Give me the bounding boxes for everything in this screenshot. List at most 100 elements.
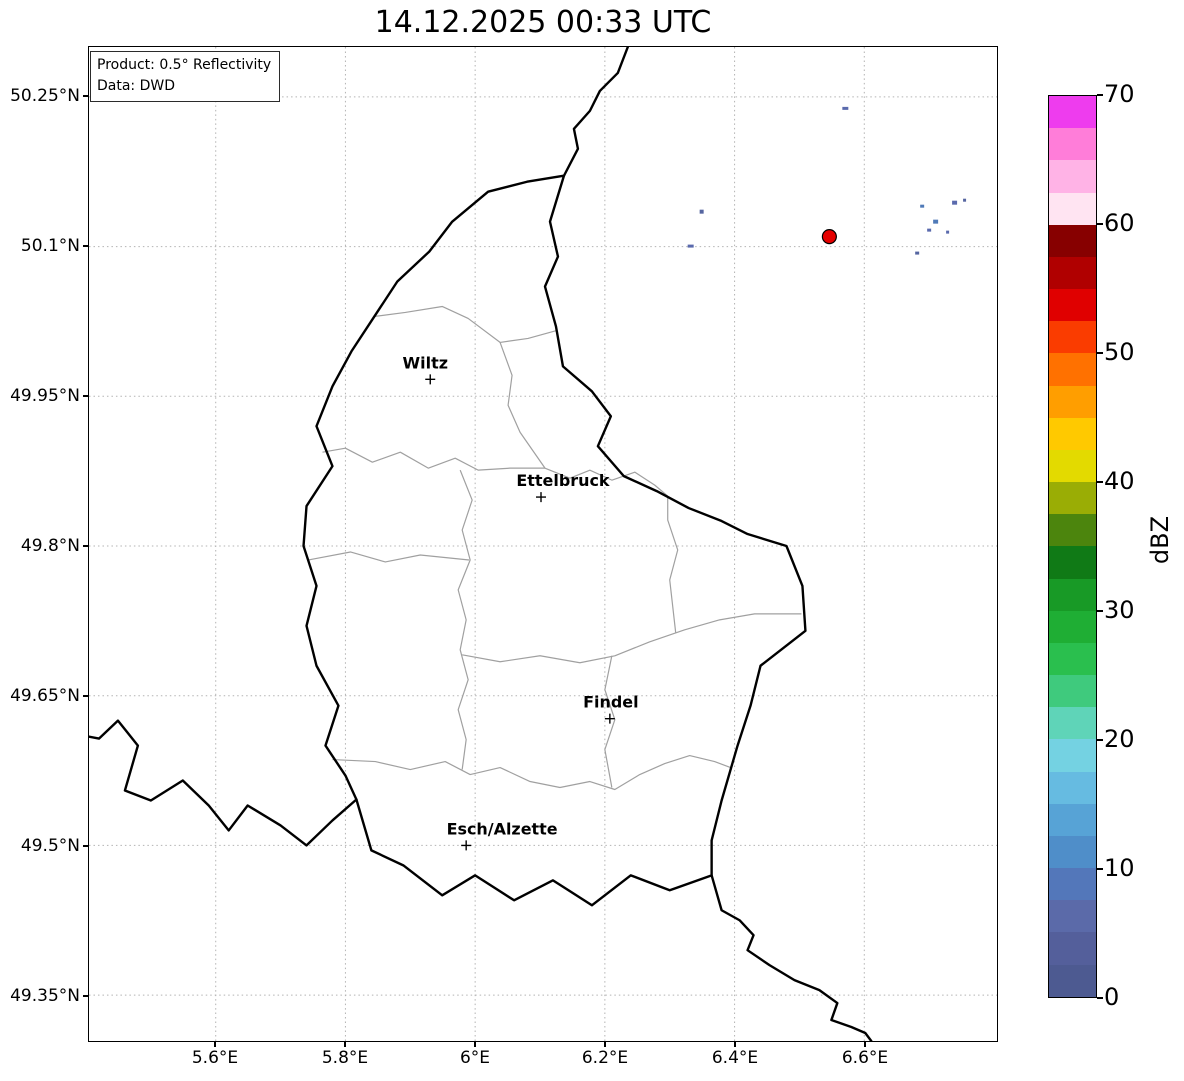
x-tick-label: 5.6°E: [191, 1048, 239, 1068]
colorbar-band: [1049, 192, 1096, 225]
district-border: [604, 655, 616, 788]
x-tick-label: 6.6°E: [841, 1048, 889, 1068]
city-marker: [536, 492, 546, 503]
info-product-line: Product: 0.5° Reflectivity: [97, 57, 272, 73]
colorbar-band: [1049, 642, 1096, 676]
radar-echo: [699, 209, 704, 214]
colorbar-tick-mark: [1097, 481, 1103, 483]
radar-echo: [952, 200, 958, 205]
y-tick-label: 49.35°N: [10, 986, 80, 1006]
district-border: [322, 447, 545, 471]
colorbar-tick-label: 60: [1104, 209, 1135, 237]
colorbar-unit-label: dBZ: [1146, 515, 1174, 565]
y-tick-label: 49.65°N: [10, 686, 80, 706]
x-tick-label: 6.4°E: [711, 1048, 759, 1068]
colorbar-tick-mark: [1097, 94, 1103, 96]
colorbar-band: [1049, 546, 1096, 579]
y-tick-mark: [83, 845, 88, 847]
district-border: [457, 469, 473, 770]
colorbar-band: [1049, 514, 1096, 547]
info-data-source-line: Data: DWD: [97, 78, 175, 94]
city-label: Wiltz: [403, 353, 448, 372]
colorbar-band: [1049, 707, 1096, 740]
belgium-france-border: [89, 719, 358, 847]
colorbar-band: [1049, 224, 1096, 257]
radar-echo: [842, 106, 849, 110]
colorbar-tick-mark: [1097, 223, 1103, 225]
city-marker: [604, 713, 615, 724]
y-tick-mark: [83, 245, 88, 247]
y-tick-mark: [83, 395, 88, 397]
colorbar-tick-label: 70: [1104, 80, 1135, 108]
y-tick-label: 49.95°N: [10, 386, 80, 406]
colorbar-band: [1049, 835, 1096, 869]
map-svg: Wiltz Ettelbruck Findel Esch/Alzette: [89, 47, 997, 1041]
district-border: [667, 496, 679, 633]
colorbar-band: [1049, 868, 1096, 901]
colorbar-band: [1049, 353, 1096, 386]
city-marker: [425, 374, 436, 385]
x-tick-label: 6°E: [459, 1048, 491, 1068]
colorbar-tick-label: 50: [1104, 338, 1135, 366]
district-border: [544, 467, 669, 497]
x-tick-mark: [474, 1042, 476, 1047]
x-tick-mark: [734, 1042, 736, 1047]
belgium-germany-border: [562, 47, 630, 177]
x-tick-mark: [344, 1042, 346, 1047]
colorbar-band: [1049, 417, 1096, 450]
colorbar-band: [1049, 289, 1096, 322]
x-tick-mark: [214, 1042, 216, 1047]
y-tick-label: 50.25°N: [10, 86, 80, 106]
colorbar-tick-mark: [1097, 352, 1103, 354]
city-marker: [461, 840, 472, 851]
y-tick-mark: [83, 995, 88, 997]
colorbar-band: [1049, 321, 1096, 354]
map-title: 14.12.2025 00:33 UTC: [374, 5, 712, 40]
x-tick-mark: [864, 1042, 866, 1047]
colorbar-tick-mark: [1097, 739, 1103, 741]
colorbar-band: [1049, 256, 1096, 290]
colorbar-tick-mark: [1097, 997, 1103, 999]
city-label: Esch/Alzette: [447, 819, 558, 838]
colorbar-tick-label: 40: [1104, 467, 1135, 495]
colorbar-band: [1049, 932, 1096, 965]
district-border: [462, 613, 802, 664]
luxembourg-outline: [302, 174, 807, 907]
district-border: [308, 551, 470, 563]
colorbar-tick-mark: [1097, 868, 1103, 870]
radar-site-marker: [821, 229, 837, 245]
france-germany-border: [710, 874, 873, 1041]
colorbar: [1048, 95, 1097, 998]
district-border: [499, 342, 546, 469]
district-border: [332, 754, 731, 791]
colorbar-band: [1049, 964, 1096, 997]
colorbar-band: [1049, 385, 1096, 418]
radar-echo: [963, 198, 967, 202]
y-tick-mark: [83, 695, 88, 697]
city-label: Findel: [583, 693, 638, 712]
colorbar-band: [1049, 449, 1096, 483]
radar-echo: [687, 244, 694, 248]
colorbar-band: [1049, 96, 1096, 129]
radar-echo: [946, 230, 950, 234]
x-tick-label: 6.2°E: [581, 1048, 629, 1068]
colorbar-band: [1049, 739, 1096, 772]
x-tick-mark: [604, 1042, 606, 1047]
product-info-box: Product: 0.5° Reflectivity Data: DWD: [90, 51, 281, 102]
radar-echo: [927, 228, 932, 232]
colorbar-band: [1049, 610, 1096, 643]
colorbar-band: [1049, 128, 1096, 161]
plot-area: Wiltz Ettelbruck Findel Esch/Alzette: [88, 46, 998, 1042]
colorbar-band: [1049, 771, 1096, 804]
radar-echo: [920, 204, 925, 208]
y-tick-label: 49.8°N: [20, 536, 80, 556]
y-tick-label: 50.1°N: [20, 236, 80, 256]
colorbar-tick-label: 20: [1104, 725, 1135, 753]
colorbar-band: [1049, 578, 1096, 611]
y-tick-mark: [83, 95, 88, 97]
colorbar-band: [1049, 482, 1096, 515]
colorbar-band: [1049, 803, 1096, 836]
colorbar-band: [1049, 160, 1096, 193]
y-tick-mark: [83, 545, 88, 547]
x-tick-label: 5.8°E: [321, 1048, 369, 1068]
